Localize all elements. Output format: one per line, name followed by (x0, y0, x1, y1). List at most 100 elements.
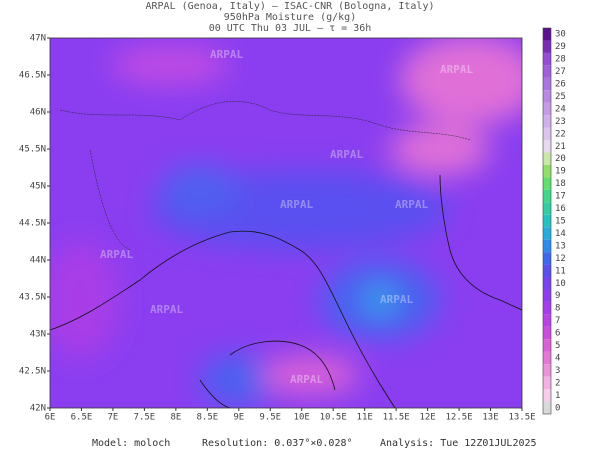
lat-label: 46N (30, 108, 46, 118)
colorbar-label: 13 (555, 241, 566, 251)
colorbar-segment (543, 77, 551, 91)
colorbar-label: 16 (555, 204, 566, 214)
colorbar-segment (543, 202, 551, 215)
colorbar-label: 6 (555, 329, 560, 339)
lon-label: 13.5E (508, 413, 535, 423)
colorbar-label: 8 (555, 304, 560, 314)
watermark: ARPAL (280, 198, 313, 211)
lon-label: 10E (294, 413, 310, 423)
footer-analysis: Analysis: Tue 12Z01JUL2025 (380, 438, 537, 449)
colorbar-segment (543, 326, 551, 340)
lon-label: 9.5E (259, 413, 281, 423)
lat-label: 42.5N (19, 367, 46, 377)
watermark: ARPAL (100, 248, 133, 261)
lon-label: 12E (419, 413, 435, 423)
header-line: 950hPa Moisture (g/kg) (224, 12, 356, 23)
colorbar-segment (543, 90, 551, 103)
footer-resolution: Resolution: 0.037°×0.028° (202, 438, 353, 449)
colorbar-segment (543, 301, 551, 315)
colorbar-label: 25 (555, 92, 566, 102)
colorbar-label: 14 (555, 229, 566, 239)
colorbar-segment (543, 314, 551, 327)
colorbar-label: 4 (555, 353, 560, 363)
colorbar-segment (543, 351, 551, 365)
lon-label: 11E (357, 413, 373, 423)
lat-label: 46.5N (19, 71, 46, 81)
colorbar-label: 17 (555, 192, 566, 202)
colorbar-segment (543, 102, 551, 116)
lon-label: 8E (170, 413, 181, 423)
colorbar-label: 11 (555, 266, 566, 276)
colorbar-segment (543, 127, 551, 141)
colorbar-segment (543, 214, 551, 228)
watermark: ARPAL (290, 373, 323, 386)
header-line: ARPAL (Genoa, Italy) – ISAC-CNR (Bologna… (146, 1, 435, 12)
lon-axis: 6E 6.5E 7E 7.5E 8E 8.5E 9E 9.5E 10E 10.5E 11E 11.5E… (45, 408, 536, 423)
colorbar-segment (543, 65, 551, 78)
lat-label: 45.5N (19, 145, 46, 155)
colorbar-segment (543, 389, 551, 402)
colorbar-segment (543, 189, 551, 203)
watermark: ARPAL (440, 63, 473, 76)
colorbar-label: 15 (555, 217, 566, 227)
colorbar-label: 10 (555, 279, 566, 289)
colorbar-label: 0 (555, 403, 560, 413)
lon-label: 6E (45, 413, 56, 423)
colorbar-segment (543, 401, 551, 414)
colorbar-segment (543, 28, 551, 41)
lat-label: 43N (30, 330, 46, 340)
watermark: ARPAL (210, 48, 243, 61)
lon-label: 8.5E (196, 413, 218, 423)
lon-label: 7.5E (134, 413, 156, 423)
header-line: 00 UTC Thu 03 JUL – τ = 36h (209, 23, 372, 34)
lon-label: 7E (108, 413, 119, 423)
colorbar-segment (543, 52, 551, 66)
map-field: ARPAL ARPAL ARPAL ARPAL ARPAL ARPAL ARPAL ARPAL… (50, 38, 522, 408)
colorbar-segment (543, 115, 551, 128)
lat-label: 42N (30, 404, 46, 414)
colorbar-segment (543, 364, 551, 377)
colorbar-segment (543, 164, 551, 178)
borders (59, 101, 471, 251)
colorbar-segment (543, 339, 551, 352)
colorbar-segment (543, 264, 551, 278)
lon-label: 11.5E (383, 413, 410, 423)
colorbar-label: 23 (555, 117, 566, 127)
lat-label: 45N (30, 182, 46, 192)
lon-label: 10.5E (320, 413, 347, 423)
watermark: ARPAL (380, 293, 413, 306)
colorbar-label: 26 (555, 80, 566, 90)
colorbar-label: 24 (555, 104, 566, 114)
colorbar-label: 28 (555, 55, 566, 65)
watermark: ARPAL (395, 198, 428, 211)
colorbar-label: 1 (555, 391, 560, 401)
colorbar-label: 27 (555, 67, 566, 77)
lat-label: 47N (30, 34, 46, 44)
colorbar-segment (543, 289, 551, 302)
colorbar-label: 21 (555, 142, 566, 152)
colorbar-label: 29 (555, 42, 566, 52)
colorbar-label: 3 (555, 366, 560, 376)
colorbar-label: 2 (555, 378, 560, 388)
colorbar-label: 22 (555, 129, 566, 139)
watermark: ARPAL (150, 303, 183, 316)
colorbar-frame (542, 27, 552, 415)
colorbar-segment (543, 277, 551, 290)
colorbar-segment (543, 177, 551, 190)
colorbar-segment (543, 140, 551, 153)
lat-label: 43.5N (19, 293, 46, 303)
colorbar-label: 9 (555, 291, 560, 301)
footer-model: Model: moloch (92, 438, 170, 449)
lon-label: 9E (233, 413, 244, 423)
lon-label: 12.5E (446, 413, 473, 423)
lat-label: 44.5N (19, 219, 46, 229)
lat-label: 44N (30, 256, 46, 266)
colorbar-label: 18 (555, 179, 566, 189)
lon-label: 6.5E (71, 413, 93, 423)
colorbar-label: 12 (555, 254, 566, 264)
lat-axis: 47N 46.5N 46N 45.5N 45N 44.5N 44N 43.5N 43N 42.5N… (19, 34, 50, 414)
watermarks: ARPAL ARPAL ARPAL ARPAL ARPAL ARPAL ARPAL ARPAL… (100, 48, 473, 386)
coastline (50, 174, 522, 408)
